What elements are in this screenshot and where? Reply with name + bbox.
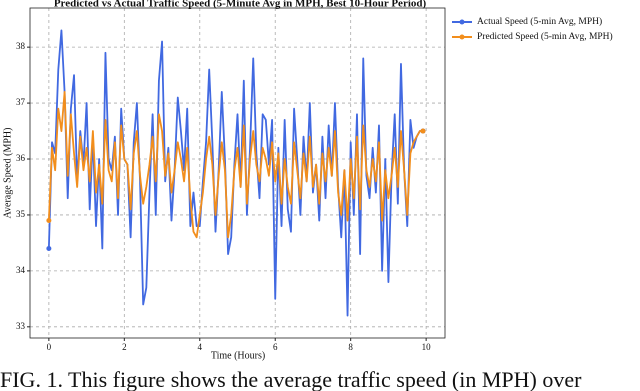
y-tick-label: 36	[16, 153, 26, 163]
y-tick-label: 38	[16, 41, 26, 51]
x-tick-label: 6	[273, 342, 278, 352]
legend-marker	[459, 34, 465, 40]
series-line	[47, 91, 423, 239]
point-marker	[420, 128, 426, 134]
legend-marker	[459, 19, 465, 25]
caption: FIG. 1. This figure shows the average tr…	[0, 367, 582, 391]
chart-title: Predicted vs Actual Traffic Speed (5-Min…	[54, 0, 427, 10]
legend-label: Predicted Speed (5-min Avg, MPH)	[477, 31, 613, 42]
series-line	[47, 29, 423, 317]
y-tick-label: 35	[16, 209, 26, 219]
x-tick-label: 2	[122, 342, 127, 352]
y-tick-label: 33	[16, 321, 26, 331]
x-tick-label: 10	[422, 342, 432, 352]
point-marker	[46, 218, 52, 224]
x-axis-label: Time (Hours)	[211, 350, 265, 361]
x-tick-label: 4	[198, 342, 203, 352]
y-tick-label: 37	[16, 97, 26, 107]
y-tick-label: 34	[16, 265, 26, 275]
y-axis-label: Average Speed (MPH)	[2, 128, 13, 219]
point-marker	[46, 246, 52, 252]
x-tick-label: 8	[348, 342, 353, 352]
x-tick-label: 0	[47, 342, 52, 352]
plot-frame	[29, 7, 446, 339]
legend-label: Actual Speed (5-min Avg, MPH)	[477, 16, 602, 27]
legend: Actual Speed (5-min Avg, MPH) Predicted S…	[452, 16, 613, 42]
